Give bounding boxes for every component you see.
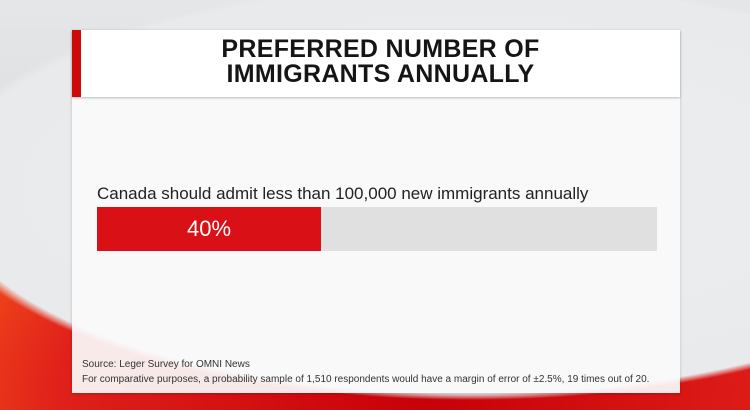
chart-title: PREFERRED NUMBER OF IMMIGRANTS ANNUALLY [81,37,680,87]
bar-value-label: 40% [186,216,232,241]
title-header: PREFERRED NUMBER OF IMMIGRANTS ANNUALLY [72,30,680,97]
methodology-note: For comparative purposes, a probability … [82,374,650,385]
title-line-2: IMMIGRANTS ANNUALLY [226,60,535,88]
bar-track: 40% [97,207,657,251]
bar-fill [97,207,321,251]
bar-category-label: Canada should admit less than 100,000 ne… [97,184,589,203]
accent-stripe [72,30,81,97]
source-text: Source: Leger Survey for OMNI News [82,359,250,370]
title-line-1: PREFERRED NUMBER OF [221,35,540,63]
graphic-panel: PREFERRED NUMBER OF IMMIGRANTS ANNUALLY … [72,30,680,393]
